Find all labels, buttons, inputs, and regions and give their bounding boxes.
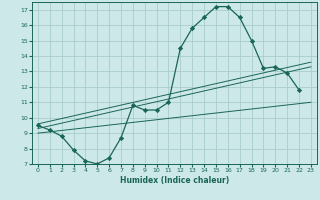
X-axis label: Humidex (Indice chaleur): Humidex (Indice chaleur): [120, 176, 229, 185]
